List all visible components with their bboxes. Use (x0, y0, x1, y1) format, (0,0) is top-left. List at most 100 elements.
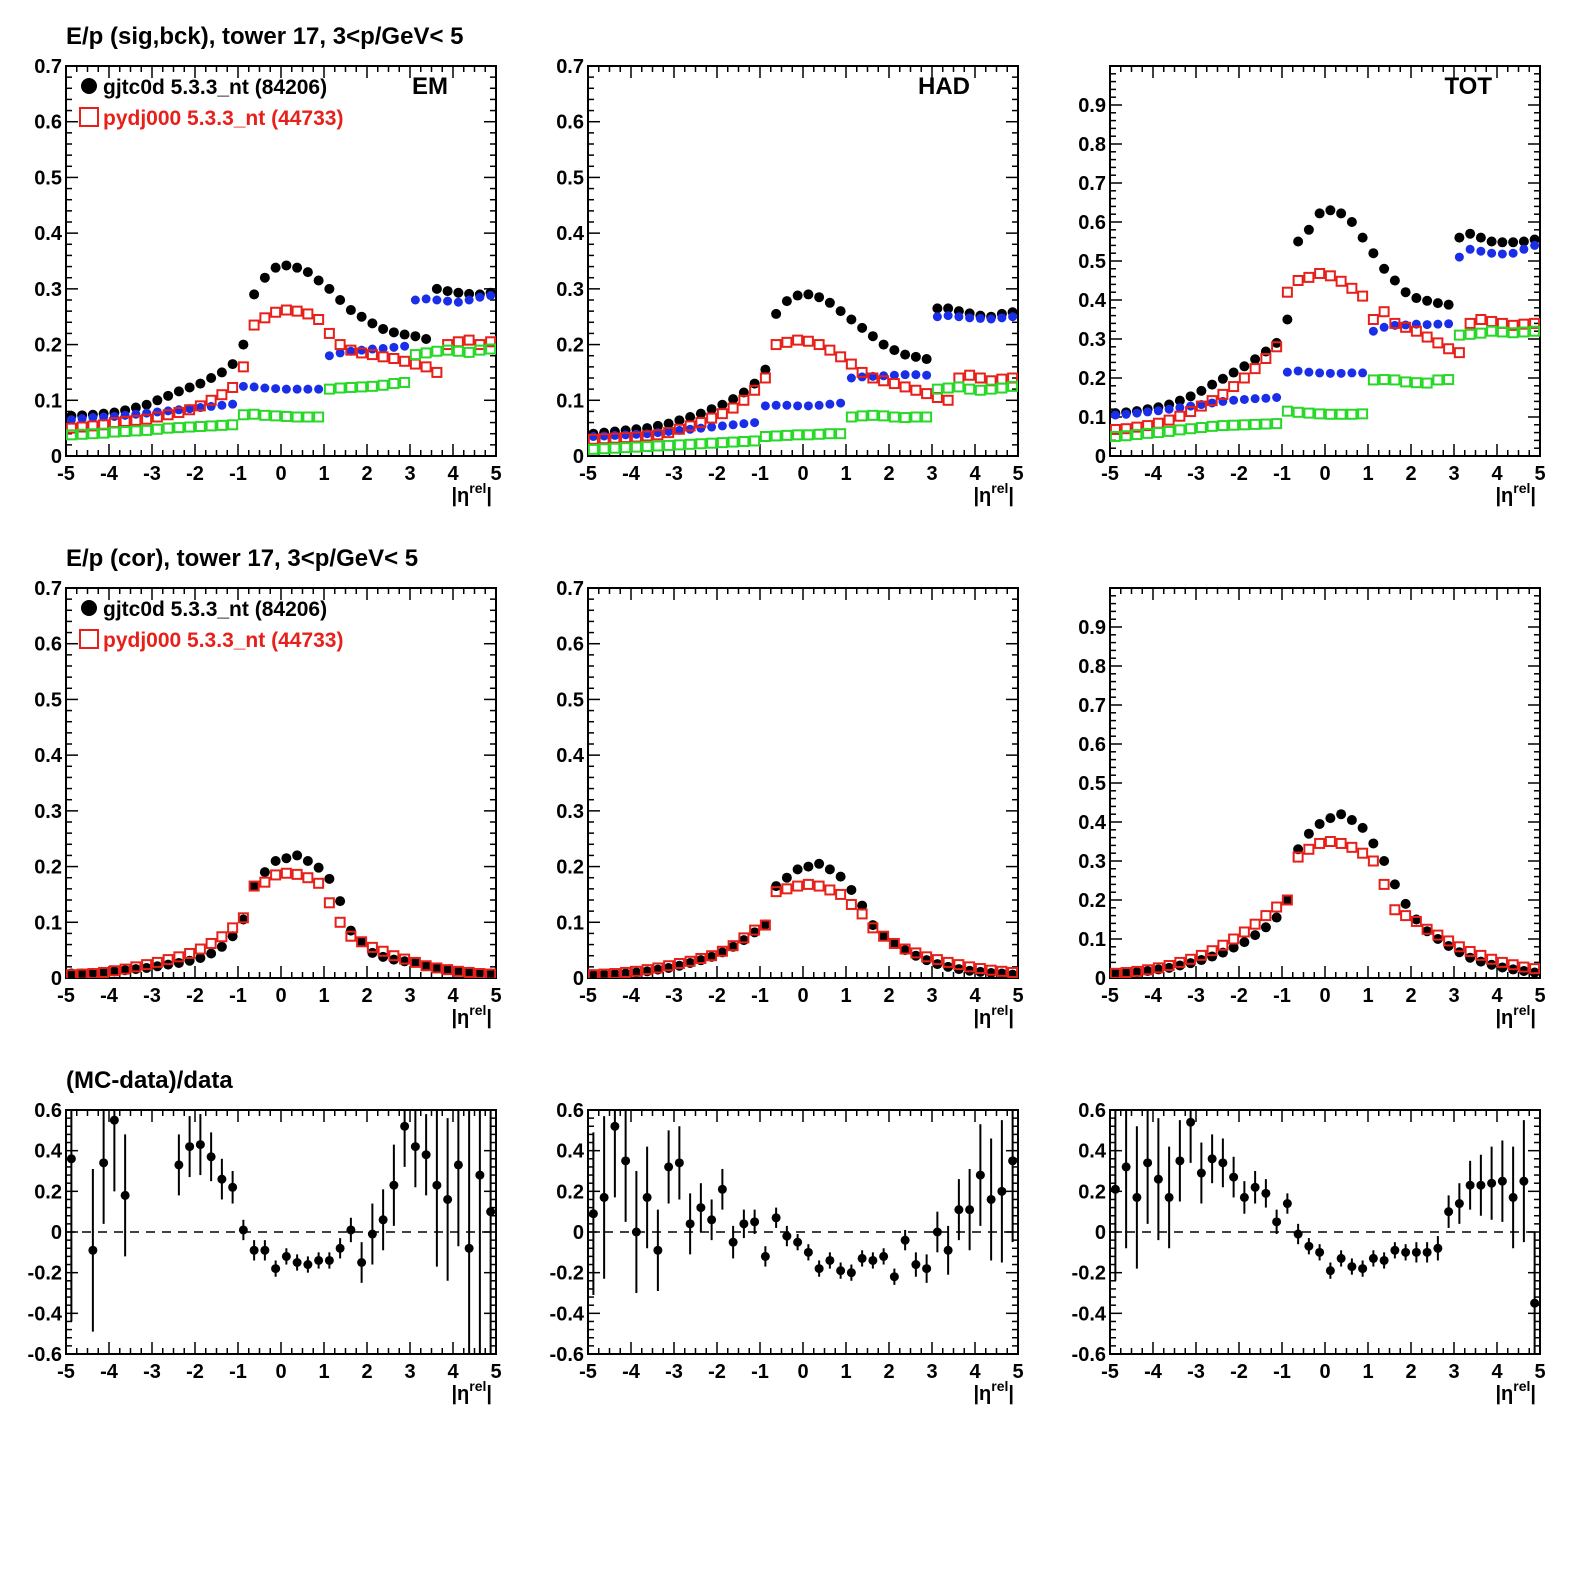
y-tick-label: 0.8 (1078, 656, 1106, 678)
x-label-sup: rel (469, 1002, 486, 1018)
data-point-blue (357, 345, 367, 355)
data-point-red (770, 339, 782, 351)
data-point-red (1152, 417, 1164, 429)
data-point-green (781, 429, 793, 441)
data-points (66, 260, 496, 441)
data-point-green (1529, 325, 1540, 337)
data-point-black (921, 955, 932, 966)
data-point-black (1282, 895, 1293, 905)
y-tick-label: 0.6 (556, 634, 584, 656)
data-point-black (259, 867, 270, 878)
data-point-red (302, 872, 314, 884)
data-point-green (1432, 374, 1444, 386)
y-tick-label: 0.6 (556, 112, 584, 134)
data-point-red (663, 427, 675, 439)
x-axis-label: |ηrel| (1495, 1002, 1536, 1029)
x-tick-label: 4 (447, 1361, 459, 1383)
data-point-black (98, 967, 109, 978)
data-point-red (1507, 959, 1519, 971)
data-point-red (1303, 843, 1315, 855)
data-point-black (1411, 293, 1422, 304)
data-point-black (130, 402, 141, 413)
data-point-ratio (1143, 1158, 1153, 1168)
data-point-black (485, 968, 496, 978)
data-point-red (781, 336, 793, 348)
data-point-black (1239, 361, 1250, 372)
x-tick-label: 3 (1448, 463, 1459, 485)
data-point-red (66, 969, 77, 978)
data-point-ratio (1121, 1162, 1131, 1172)
data-point-blue (1153, 406, 1163, 416)
data-point-blue (739, 419, 749, 429)
x-label-sup: rel (991, 480, 1008, 496)
data-point-green (1195, 422, 1207, 434)
x-tick-label: -5 (57, 1361, 75, 1383)
data-point-red (1367, 855, 1379, 867)
data-point-blue (814, 400, 824, 410)
y-tick-label: 0.2 (34, 335, 62, 357)
data-point-black (1432, 298, 1443, 309)
data-point-black (1325, 813, 1336, 824)
data-point-red (1120, 423, 1132, 435)
data-point-black (141, 399, 152, 410)
x-tick-label: 0 (1319, 463, 1330, 485)
data-point-black (442, 286, 453, 297)
data-point-black (302, 267, 313, 278)
data-point-black (270, 856, 281, 866)
data-point-red (1400, 321, 1412, 333)
data-point-red (452, 965, 464, 977)
data-point-black (302, 856, 313, 866)
data-point-red (1346, 282, 1358, 294)
data-point-blue (889, 370, 899, 380)
data-point-blue (206, 401, 216, 411)
data-point-ratio (1272, 1217, 1282, 1227)
data-point-red (259, 876, 271, 888)
data-point-black (324, 283, 335, 294)
data-point-black (453, 287, 464, 298)
data-point-ratio (1218, 1158, 1228, 1168)
data-point-red (1206, 395, 1218, 407)
data-point-ratio (1476, 1180, 1486, 1190)
x-tick-label: -2 (186, 1361, 204, 1383)
data-point-green (1152, 427, 1164, 439)
y-tick-label: 0 (573, 446, 584, 468)
data-point-red (609, 432, 621, 444)
data-point-black (356, 311, 367, 322)
data-point-blue (621, 430, 631, 440)
plot-frame (1109, 65, 1541, 457)
data-point-ratio (943, 1245, 953, 1255)
x-label-sup: rel (1513, 480, 1530, 496)
data-point-green (1496, 326, 1508, 338)
data-point-black (442, 964, 453, 975)
data-point-red (270, 306, 282, 318)
data-point-black (1379, 856, 1390, 866)
y-tick-label: 0 (1095, 1222, 1106, 1244)
data-point-red (119, 963, 131, 975)
data-point-blue (335, 348, 345, 358)
plot-frame (1109, 587, 1541, 979)
data-point-black (846, 314, 857, 325)
data-point-black (1475, 232, 1486, 243)
data-point-black (238, 339, 249, 350)
data-point-black (1217, 373, 1228, 384)
x-tick-label: 1 (1362, 985, 1373, 1007)
x-tick-label: 0 (797, 463, 808, 485)
x-label-bar: | (486, 485, 492, 507)
data-point-red (706, 950, 718, 962)
y-tick-label: 0.4 (34, 1141, 63, 1163)
data-point-black (1303, 224, 1314, 235)
data-point-ratio (1008, 1156, 1018, 1166)
y-tick-label: 0.4 (1078, 290, 1107, 312)
data-point-red (856, 366, 868, 378)
data-point-red (1324, 836, 1336, 847)
data-point-blue (911, 370, 921, 380)
data-point-ratio (1422, 1247, 1432, 1257)
x-label-bar: | (486, 1007, 492, 1029)
data-point-red (1324, 270, 1336, 282)
data-point-red (630, 431, 642, 443)
data-point-red (1260, 353, 1272, 364)
data-point-green (98, 427, 110, 439)
data-point-red (835, 351, 847, 363)
data-point-red (474, 339, 486, 351)
y-tick-label: 0.5 (34, 167, 62, 189)
